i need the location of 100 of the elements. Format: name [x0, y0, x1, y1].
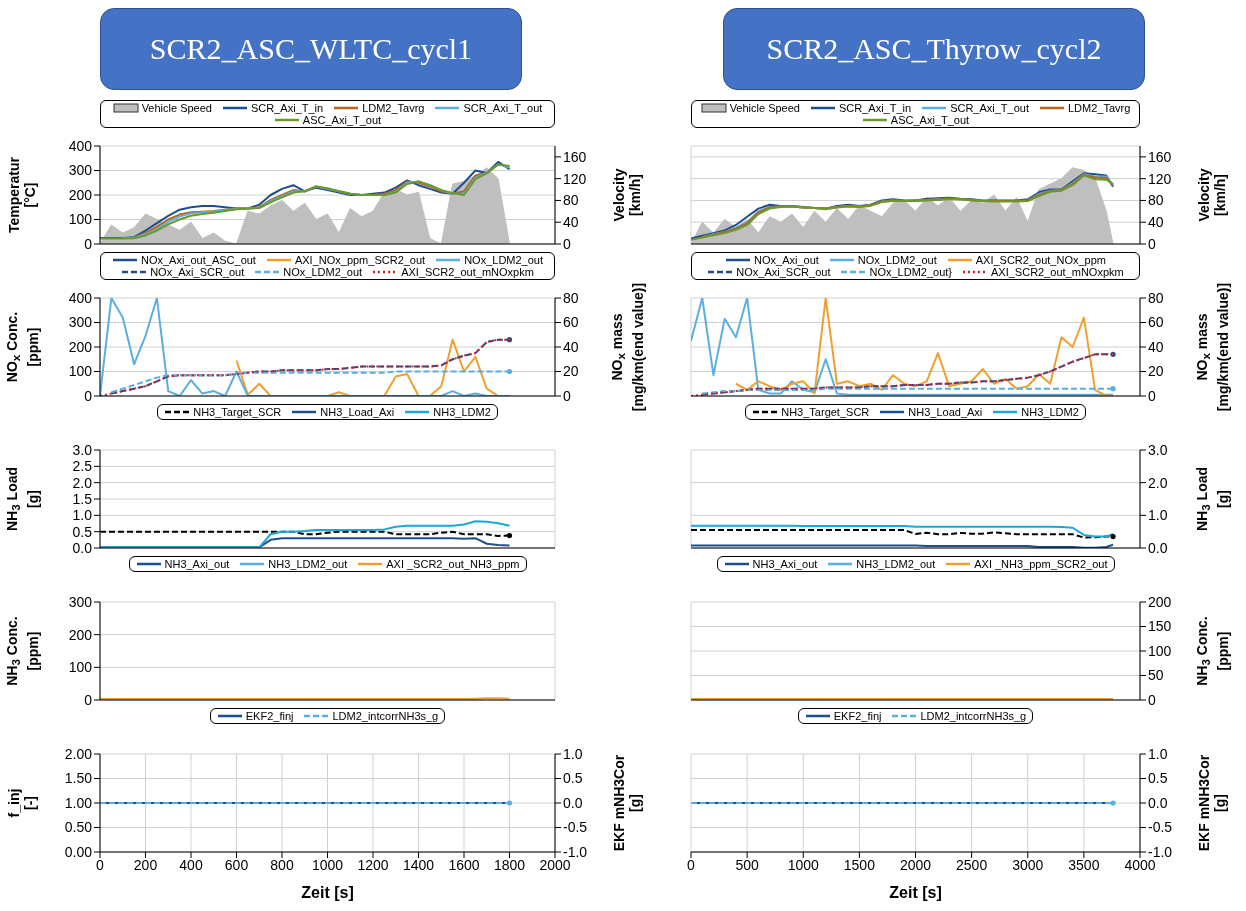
y2-tick-label: 40 [1148, 214, 1164, 231]
y2-tick-label: 0.5 [563, 770, 583, 787]
x-axis-title: Zeit [s] [301, 884, 354, 901]
line-series [100, 520, 511, 548]
y-tick-label: 200 [68, 626, 93, 643]
y-tick-label: 1.00 [64, 794, 93, 811]
y2-axis-title: EKF mNH3Cor [g] [611, 754, 643, 852]
legend-label: EKF2_finj [833, 710, 882, 722]
legend-label: AXI _NH3_ppm_SCR2_out [974, 558, 1108, 570]
y2-tick-label: 60 [1148, 314, 1164, 331]
y-tick-label: 300 [68, 162, 93, 179]
x-tick-label: 1800 [493, 856, 526, 873]
y2-tick-label: 100 [1148, 642, 1172, 659]
x-tick-label: 1500 [843, 856, 876, 873]
y2-axis-title: Velocity [km/h] [1196, 168, 1228, 222]
y-tick-label: 1.5 [72, 490, 93, 507]
y2-tick-label: 1.0 [563, 745, 583, 762]
legend-label: NH3_Axi_out [752, 558, 818, 570]
y2-tick-label: 0 [563, 235, 571, 252]
legend-label: ASC_Axi_T_out [890, 114, 970, 126]
y2-tick-label: 3.0 [1148, 441, 1168, 458]
line-series [691, 524, 1115, 538]
legend-label: NH3_Load_Axi [320, 406, 395, 418]
chart-title: SCR2_ASC_Thyrow_cycl2 [766, 32, 1102, 66]
legend-label: NOx_Axi_SCR_out [150, 266, 245, 278]
x-tick-label: 400 [179, 856, 203, 873]
y2-tick-label: 80 [563, 289, 579, 306]
y2-tick-label: 0.0 [563, 794, 583, 811]
y2-axis-title: EKF mNH3Cor [g] [1196, 754, 1228, 852]
y-tick-label: 2.5 [72, 458, 93, 475]
y2-tick-label: 0.0 [1148, 539, 1168, 556]
y-tick-label: 300 [68, 593, 93, 610]
legend-label: NH3_Load_Axi [908, 406, 983, 418]
y2-tick-label: 40 [1148, 338, 1164, 355]
x-tick-label: 0 [96, 856, 105, 873]
legend-label: NH3_LDM2_out [856, 558, 936, 570]
legend-label: NOx_LDM2_out [283, 266, 363, 278]
x-axis-title: Zeit [s] [889, 884, 942, 901]
legend-label: LDM2_Tavrg [1068, 102, 1131, 114]
y-tick-label: 0 [84, 691, 93, 708]
legend-label: AXI_SCR2_out_mNOxpkm [991, 266, 1124, 278]
x-tick-label: 1400 [402, 856, 435, 873]
legend-label: LDM2_intcorrNH3s_g [920, 710, 1027, 722]
legend-label: NOx_LDM2_out [857, 254, 937, 266]
legend-label: NH3_Axi_out [164, 558, 230, 570]
y2-tick-label: 0.5 [1148, 770, 1168, 787]
y-tick-label: 200 [68, 338, 93, 355]
y-tick-label: 0 [84, 387, 93, 404]
x-tick-label: 1000 [787, 856, 820, 873]
legend-label: AXI_SCR2_out_mNOxpkm [401, 266, 534, 278]
y2-tick-label: 1.0 [1148, 745, 1168, 762]
x-tick-label: 500 [735, 856, 760, 873]
y-tick-label: 100 [68, 659, 93, 676]
legend-label: NOx_LDM2_out} [869, 266, 953, 278]
legend-label: NH3_Target_SCR [781, 406, 870, 418]
x-tick-label: 3500 [1068, 856, 1100, 873]
x-tick-label: 1600 [448, 856, 480, 873]
y-tick-label: 300 [68, 314, 93, 331]
legend-label: SCR_Axi_T_out [463, 102, 543, 114]
y-tick-label: 1.0 [72, 507, 93, 524]
legend-label: AXI_NOx_ppm_SCR2_out [294, 254, 426, 266]
legend-label: ASC_Axi_T_out [302, 114, 382, 126]
y2-tick-label: 40 [563, 338, 579, 355]
y-tick-label: 1.50 [64, 770, 93, 787]
y-tick-label: 0 [84, 235, 93, 252]
legend-label: LDM2_intcorrNH3s_g [332, 710, 439, 722]
legend-label: SCR_Axi_T_in [250, 102, 324, 114]
y2-tick-label: 120 [563, 170, 587, 187]
y-axis-title: Temperatur [°C] [6, 157, 38, 233]
y-tick-label: 0.00 [64, 843, 93, 860]
legend-label: NH3_LDM2_out [268, 558, 348, 570]
y2-tick-label: 60 [563, 314, 579, 331]
legend-label: AXI _SCR2_out_NH3_ppm [386, 558, 520, 570]
legend-label: NH3_Target_SCR [193, 406, 282, 418]
legend-label: Vehicle Speed [141, 102, 212, 114]
y2-tick-label: 160 [1148, 148, 1172, 165]
x-tick-label: 2500 [956, 856, 988, 873]
x-tick-label: 800 [270, 856, 294, 873]
legend-label: NH3_LDM2 [433, 406, 491, 418]
y2-tick-label: -0.5 [1148, 819, 1173, 836]
x-tick-label: 600 [224, 856, 249, 873]
y-tick-label: 3.0 [72, 441, 93, 458]
y2-tick-label: 160 [563, 148, 587, 165]
y2-tick-label: 20 [1148, 363, 1164, 380]
y2-tick-label: 0 [563, 387, 571, 404]
y-tick-label: 0.5 [72, 523, 93, 540]
y-tick-label: 400 [68, 137, 93, 154]
y-axis-title: f_inj [-] [6, 788, 38, 818]
legend-label: SCR_Axi_T_out [950, 102, 1029, 114]
x-tick-label: 2000 [899, 856, 932, 873]
title-banner: SCR2_ASC_Thyrow_cycl2 [723, 8, 1145, 90]
y2-tick-label: 0 [1148, 691, 1156, 708]
y2-axis-title: Velocity [km/h] [611, 168, 643, 222]
legend-label: LDM2_Tavrg [362, 102, 425, 114]
legend-label: NOx_Axi_out_ASC_out [140, 254, 256, 266]
y2-tick-label: 0 [1148, 387, 1156, 404]
legend-label: AXI_SCR2_out_NOx_ppm [975, 254, 1106, 266]
legend-label: SCR_Axi_T_in [838, 102, 912, 114]
chart-title: SCR2_ASC_WLTC_cycl1 [149, 32, 473, 66]
x-tick-label: 1000 [311, 856, 344, 873]
